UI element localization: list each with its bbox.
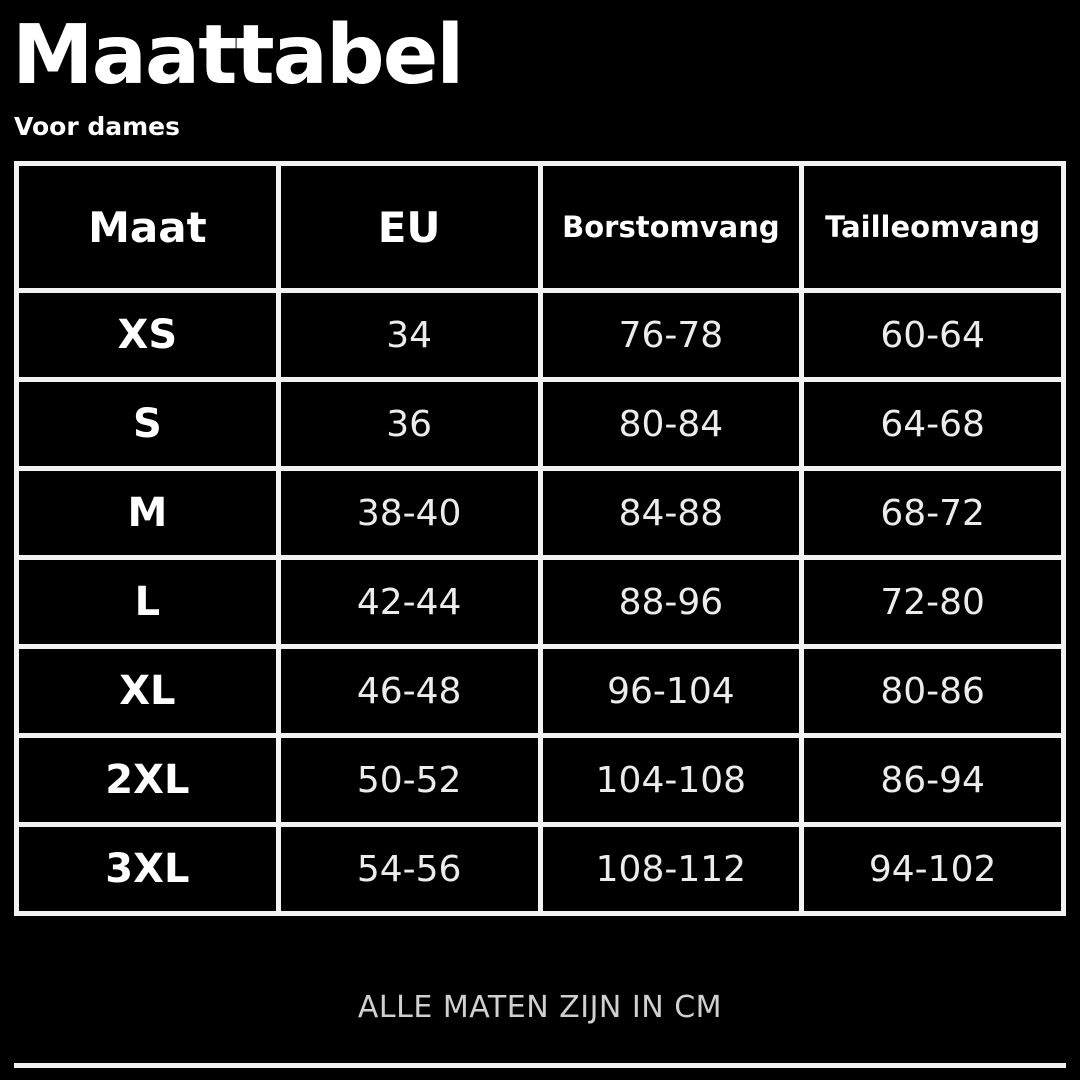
table-row: L 42-44 88-96 72-80	[14, 555, 1066, 649]
cell-borstomvang: 108-112	[537, 822, 805, 916]
cell-tailleomvang: 72-80	[799, 555, 1066, 649]
cell-eu: 54-56	[275, 822, 543, 916]
page-title: Maattabel	[12, 8, 464, 103]
cell-tailleomvang: 94-102	[799, 822, 1066, 916]
cell-eu: 38-40	[275, 466, 543, 560]
cell-borstomvang: 84-88	[537, 466, 805, 560]
cell-tailleomvang: 80-86	[799, 644, 1066, 738]
cell-borstomvang: 96-104	[537, 644, 805, 738]
cell-eu: 34	[275, 288, 543, 382]
page-subtitle: Voor dames	[14, 112, 181, 141]
cell-size: XS	[14, 288, 281, 382]
units-note: ALLE MATEN ZIJN IN CM	[357, 990, 723, 1025]
cell-eu: 46-48	[275, 644, 543, 738]
cell-tailleomvang: 64-68	[799, 377, 1066, 471]
bottom-divider	[14, 1063, 1066, 1068]
table-row: 3XL 54-56 108-112 94-102	[14, 822, 1066, 916]
cell-tailleomvang: 60-64	[799, 288, 1066, 382]
cell-borstomvang: 76-78	[537, 288, 805, 382]
cell-size: XL	[14, 644, 281, 738]
cell-borstomvang: 88-96	[537, 555, 805, 649]
cell-size: 2XL	[14, 733, 281, 827]
table-row: XS 34 76-78 60-64	[14, 288, 1066, 382]
header-eu: EU	[275, 161, 543, 293]
cell-eu: 50-52	[275, 733, 543, 827]
cell-eu: 42-44	[275, 555, 543, 649]
table-row: M 38-40 84-88 68-72	[14, 466, 1066, 560]
table-row: XL 46-48 96-104 80-86	[14, 644, 1066, 738]
size-table: Maat EU Borstomvang Tailleomvang XS 34 76-…	[14, 161, 1066, 916]
header-tailleomvang: Tailleomvang	[799, 161, 1066, 293]
table-header-row: Maat EU Borstomvang Tailleomvang	[14, 161, 1066, 293]
header-borstomvang: Borstomvang	[537, 161, 805, 293]
table-row: S 36 80-84 64-68	[14, 377, 1066, 471]
cell-eu: 36	[275, 377, 543, 471]
cell-size: 3XL	[14, 822, 281, 916]
cell-size: M	[14, 466, 281, 560]
table-row: 2XL 50-52 104-108 86-94	[14, 733, 1066, 827]
cell-borstomvang: 80-84	[537, 377, 805, 471]
cell-size: L	[14, 555, 281, 649]
cell-borstomvang: 104-108	[537, 733, 805, 827]
cell-size: S	[14, 377, 281, 471]
cell-tailleomvang: 86-94	[799, 733, 1066, 827]
header-maat: Maat	[14, 161, 281, 293]
cell-tailleomvang: 68-72	[799, 466, 1066, 560]
